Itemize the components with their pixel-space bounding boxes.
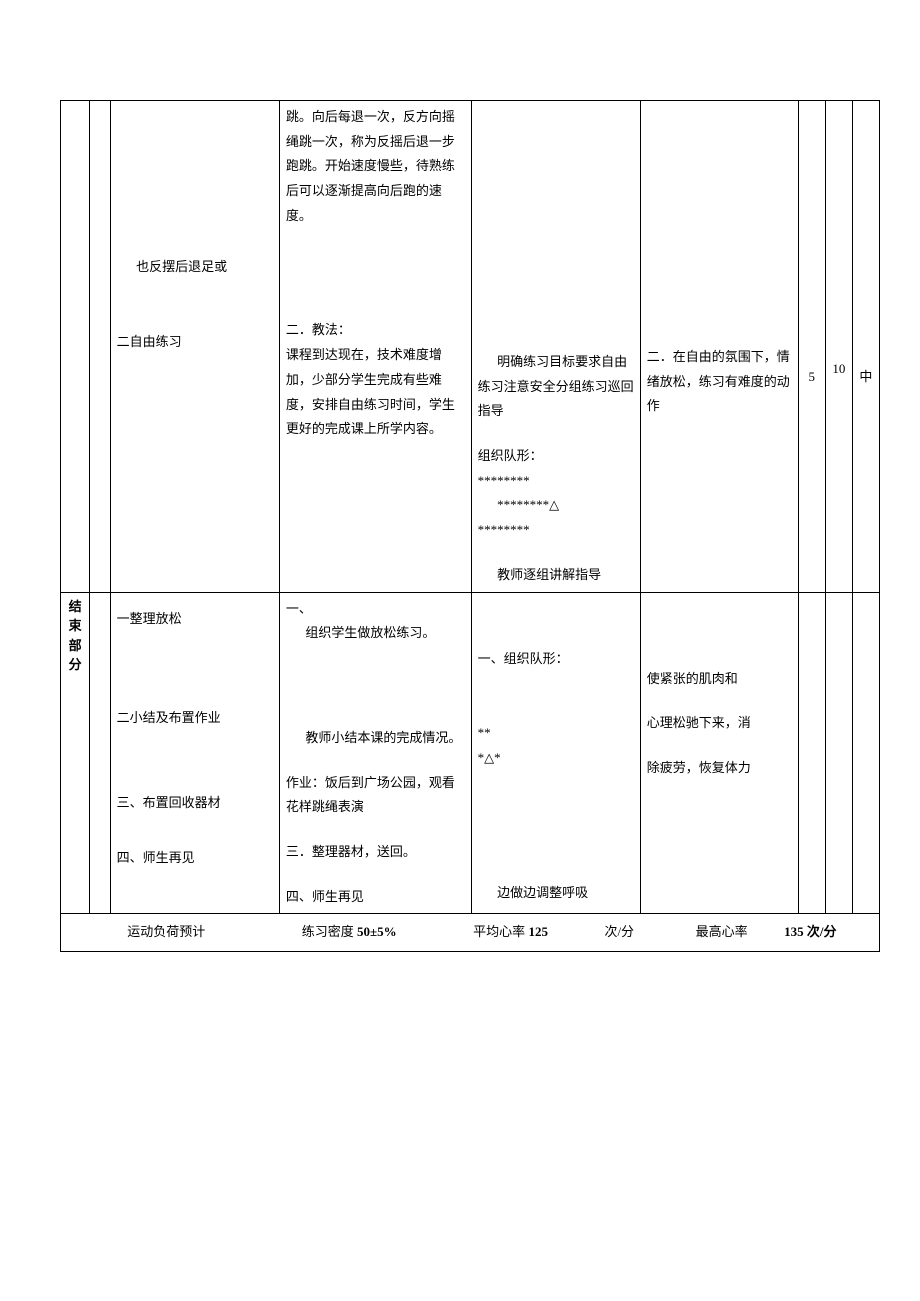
- req-line2: 心理松驰下来，消: [647, 711, 792, 736]
- c2: 二小结及布置作业: [117, 706, 273, 731]
- avg-hr-label: 平均心率: [473, 924, 525, 939]
- c1: 一整理放松: [117, 607, 273, 632]
- org-label-2: 一、组织队形：: [478, 647, 634, 672]
- org-formation-row3: ********: [478, 518, 634, 543]
- content-cell: 也反摆后退足或 二自由练习: [110, 101, 279, 593]
- method-cell: 跳。向后每退一次，反方向摇绳跳一次，称为反摇后退一步跑跳。开始速度慢些，待熟练后…: [279, 101, 471, 593]
- content-free-practice: 二自由练习: [117, 330, 273, 355]
- max-hr-value: 135 次/分: [784, 924, 836, 939]
- max-hr-label: 最高心率: [696, 924, 748, 939]
- org-desc: 明确练习目标要求自由练习注意安全分组练习巡回指导: [478, 350, 634, 424]
- col-c: 中: [852, 101, 879, 593]
- c3: 三、布置回收器材: [117, 791, 273, 816]
- section-header-conclusion: 结束部分: [61, 592, 90, 914]
- c4: 四、师生再见: [117, 846, 273, 871]
- org-teacher: 教师逐组讲解指导: [478, 563, 634, 588]
- m1-head: 一、: [286, 597, 465, 622]
- col-b-2: [825, 592, 852, 914]
- content-cell-2: 一整理放松 二小结及布置作业 三、布置回收器材 四、师生再见: [110, 592, 279, 914]
- main-content-row: 也反摆后退足或 二自由练习 跳。向后每退一次，反方向摇绳跳一次，称为反摇后退一步…: [61, 101, 880, 593]
- section-header-blank: [61, 101, 90, 593]
- avg-hr-value: 125: [528, 924, 548, 939]
- org-row1: **: [478, 721, 634, 746]
- hr-unit: 次/分: [604, 924, 634, 939]
- org-formation-row2: ********△: [478, 493, 634, 518]
- density-label: 练习密度: [302, 924, 354, 939]
- org-formation-label: 组织队形：: [478, 444, 634, 469]
- req2-text: 二．在自由的氛围下，情绪放松，练习有难度的动作: [647, 345, 792, 419]
- subcol-blank2: [90, 592, 110, 914]
- method-cell-2: 一、 组织学生做放松练习。 教师小结本课的完成情况。 作业：饭后到广场公园，观看…: [279, 592, 471, 914]
- col-a-2: [798, 592, 825, 914]
- conclusion-row: 结束部分 一整理放松 二小结及布置作业 三、布置回收器材 四、师生再见 一、 组…: [61, 592, 880, 914]
- org-cell-2: 一、组织队形： ** *△* 边做边调整呼吸: [471, 592, 640, 914]
- req-cell-2: 使紧张的肌肉和 心理松驰下来，消 除疲劳，恢复体力: [640, 592, 798, 914]
- footer-cell: 运动负荷预计 练习密度 50±5% 平均心率 125 次/分 最高心率 135 …: [61, 914, 880, 952]
- lesson-plan-table: 也反摆后退足或 二自由练习 跳。向后每退一次，反方向摇绳跳一次，称为反摇后退一步…: [60, 100, 880, 952]
- col-b: 10: [825, 101, 852, 593]
- req-line3: 除疲劳，恢复体力: [647, 756, 792, 781]
- density-value: 50±5%: [357, 924, 397, 939]
- req-cell: 二．在自由的氛围下，情绪放松，练习有难度的动作: [640, 101, 798, 593]
- footer-label: 运动负荷预计: [127, 924, 205, 939]
- content-indent-text: 也反摆后退足或: [117, 255, 273, 280]
- col-c-2: [852, 592, 879, 914]
- method2-title: 二．教法：: [286, 318, 465, 343]
- method-block1: 跳。向后每退一次，反方向摇绳跳一次，称为反摇后退一步跑跳。开始速度慢些，待熟练后…: [286, 105, 465, 228]
- org-breath: 边做边调整呼吸: [478, 881, 634, 906]
- col-a: 5: [798, 101, 825, 593]
- req-line1: 使紧张的肌肉和: [647, 667, 792, 692]
- footer-row: 运动负荷预计 练习密度 50±5% 平均心率 125 次/分 最高心率 135 …: [61, 914, 880, 952]
- org-formation-row1: ********: [478, 469, 634, 494]
- m2: 教师小结本课的完成情况。: [286, 726, 465, 751]
- org-cell: 明确练习目标要求自由练习注意安全分组练习巡回指导 组织队形： ******** …: [471, 101, 640, 593]
- subcol-blank: [90, 101, 110, 593]
- m-homework: 作业：饭后到广场公园，观看花样跳绳表演: [286, 771, 465, 820]
- m1-body: 组织学生做放松练习。: [286, 621, 465, 646]
- m3: 三．整理器材，送回。: [286, 840, 465, 865]
- m4: 四、师生再见: [286, 885, 465, 910]
- method2-body: 课程到达现在，技术难度增加，少部分学生完成有些难度，安排自由练习时间，学生更好的…: [286, 343, 465, 442]
- org-row2: *△*: [478, 746, 634, 771]
